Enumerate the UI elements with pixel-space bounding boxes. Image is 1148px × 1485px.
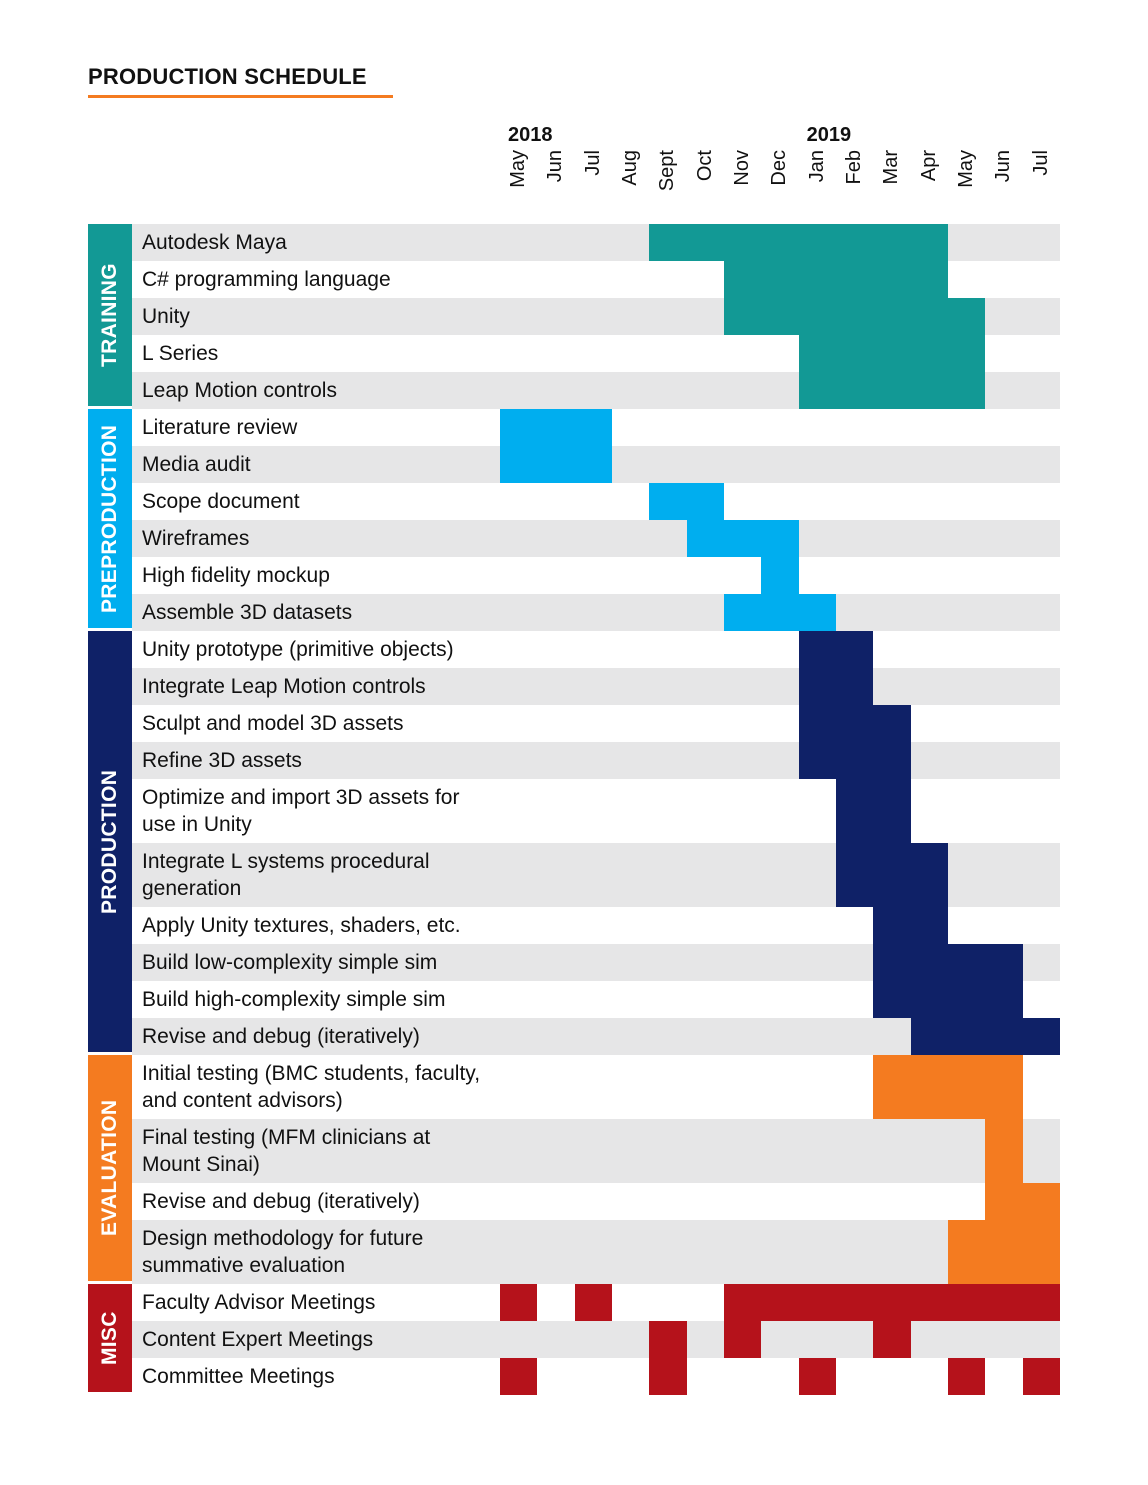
month-label: Dec bbox=[768, 150, 791, 186]
task-bar bbox=[947, 1220, 1060, 1284]
task-bar bbox=[761, 557, 799, 594]
task-bar bbox=[910, 1018, 1060, 1055]
month-label: Jan bbox=[805, 150, 828, 183]
task-bar bbox=[985, 1119, 1023, 1183]
task-label: Media audit bbox=[142, 453, 251, 476]
task-row bbox=[132, 1220, 1060, 1284]
task-label: Content Expert Meetings bbox=[142, 1328, 374, 1351]
category-label: EVALUATION bbox=[98, 1099, 121, 1236]
task-label: Sculpt and model 3D assets bbox=[142, 712, 404, 735]
task-bar bbox=[723, 261, 948, 298]
month-label: May bbox=[954, 150, 977, 188]
task-bar bbox=[500, 446, 612, 483]
task-bar bbox=[500, 1358, 538, 1395]
task-bar bbox=[985, 1183, 1060, 1220]
task-label: Scope document bbox=[142, 490, 300, 513]
month-label: Jul bbox=[581, 150, 604, 176]
task-label: Design methodology for future summative … bbox=[142, 1227, 424, 1277]
task-bar bbox=[798, 335, 986, 372]
category-label: MISC bbox=[98, 1311, 121, 1365]
month-label: Jun bbox=[992, 150, 1015, 183]
task-row bbox=[132, 668, 1060, 705]
year-label: 2018 bbox=[508, 124, 553, 146]
task-row bbox=[132, 1018, 1060, 1055]
task-label: Literature review bbox=[142, 416, 298, 439]
task-bar bbox=[500, 1284, 538, 1321]
category-band: PREPRODUCTION bbox=[88, 409, 132, 628]
task-label: Build low-complexity simple sim bbox=[142, 951, 438, 974]
month-label: Sept bbox=[656, 150, 679, 192]
task-label: C# programming language bbox=[142, 268, 391, 291]
task-bar bbox=[649, 1321, 687, 1358]
month-label: Mar bbox=[880, 150, 903, 185]
year-label: 2019 bbox=[806, 124, 852, 146]
task-label: Initial testing (BMC students, faculty, … bbox=[142, 1062, 481, 1112]
task-bar bbox=[835, 779, 911, 843]
task-bar bbox=[686, 520, 799, 557]
category-label: PRODUCTION bbox=[98, 769, 121, 914]
task-bar bbox=[798, 631, 874, 668]
month-label: Feb bbox=[842, 150, 865, 185]
task-label: Faculty Advisor Meetings bbox=[142, 1291, 376, 1314]
month-label: Aug bbox=[618, 150, 641, 186]
task-bar bbox=[649, 224, 948, 261]
task-label: Final testing (MFM clinicians at Mount S… bbox=[142, 1126, 431, 1176]
task-bar bbox=[723, 298, 986, 335]
task-bar bbox=[835, 843, 948, 907]
task-label: Unity bbox=[142, 305, 190, 328]
task-label: Wireframes bbox=[142, 527, 250, 550]
task-bar bbox=[798, 1358, 836, 1395]
task-bar bbox=[873, 907, 948, 944]
task-bar bbox=[873, 1055, 1023, 1119]
task-label: Integrate Leap Motion controls bbox=[142, 675, 426, 698]
category-label: TRAINING bbox=[98, 263, 121, 367]
task-label: Revise and debug (iteratively) bbox=[142, 1025, 420, 1048]
category-band: TRAINING bbox=[88, 224, 132, 406]
task-bar bbox=[873, 944, 1023, 981]
task-label: Integrate L systems procedural generatio… bbox=[142, 850, 430, 900]
task-bar bbox=[873, 981, 1023, 1018]
task-bar bbox=[798, 705, 911, 742]
task-bar bbox=[723, 1321, 762, 1358]
task-label: Committee Meetings bbox=[142, 1365, 335, 1388]
task-bar bbox=[649, 1358, 687, 1395]
task-label: L Series bbox=[142, 342, 219, 365]
task-label: Leap Motion controls bbox=[142, 379, 337, 402]
task-label: Build high-complexity simple sim bbox=[142, 988, 446, 1011]
month-label: Jul bbox=[1029, 150, 1052, 176]
task-bar bbox=[798, 742, 911, 779]
category-band: PRODUCTION bbox=[88, 631, 132, 1052]
task-row bbox=[132, 594, 1060, 631]
task-label: Autodesk Maya bbox=[142, 231, 287, 254]
task-label: Assemble 3D datasets bbox=[142, 601, 353, 624]
task-bar bbox=[1022, 1358, 1060, 1395]
title-underline bbox=[88, 95, 393, 98]
task-bar bbox=[500, 409, 612, 446]
task-label: Revise and debug (iteratively) bbox=[142, 1190, 420, 1213]
task-row bbox=[132, 520, 1060, 557]
chart-title: PRODUCTION SCHEDULE bbox=[88, 64, 367, 89]
category-label: PREPRODUCTION bbox=[98, 424, 121, 613]
task-bar bbox=[723, 594, 836, 631]
task-label: High fidelity mockup bbox=[142, 564, 330, 587]
month-label: May bbox=[507, 150, 529, 188]
category-band: MISC bbox=[88, 1284, 132, 1392]
task-row bbox=[132, 1119, 1060, 1183]
task-bar bbox=[947, 1358, 986, 1395]
task-bar bbox=[798, 668, 874, 705]
task-bar bbox=[798, 372, 986, 409]
month-label: Jun bbox=[544, 150, 567, 183]
category-band: EVALUATION bbox=[88, 1055, 132, 1281]
task-bar bbox=[723, 1284, 1060, 1321]
task-label: Refine 3D assets bbox=[142, 749, 302, 772]
task-label: Optimize and import 3D assets for use in… bbox=[142, 786, 460, 836]
task-label: Unity prototype (primitive objects) bbox=[142, 638, 454, 661]
task-label: Apply Unity textures, shaders, etc. bbox=[142, 914, 461, 937]
month-label: Oct bbox=[693, 150, 716, 182]
task-bar bbox=[574, 1284, 612, 1321]
month-label: Nov bbox=[730, 150, 753, 186]
task-bar bbox=[649, 483, 724, 520]
task-bar bbox=[873, 1321, 911, 1358]
month-label: Apr bbox=[917, 150, 940, 182]
